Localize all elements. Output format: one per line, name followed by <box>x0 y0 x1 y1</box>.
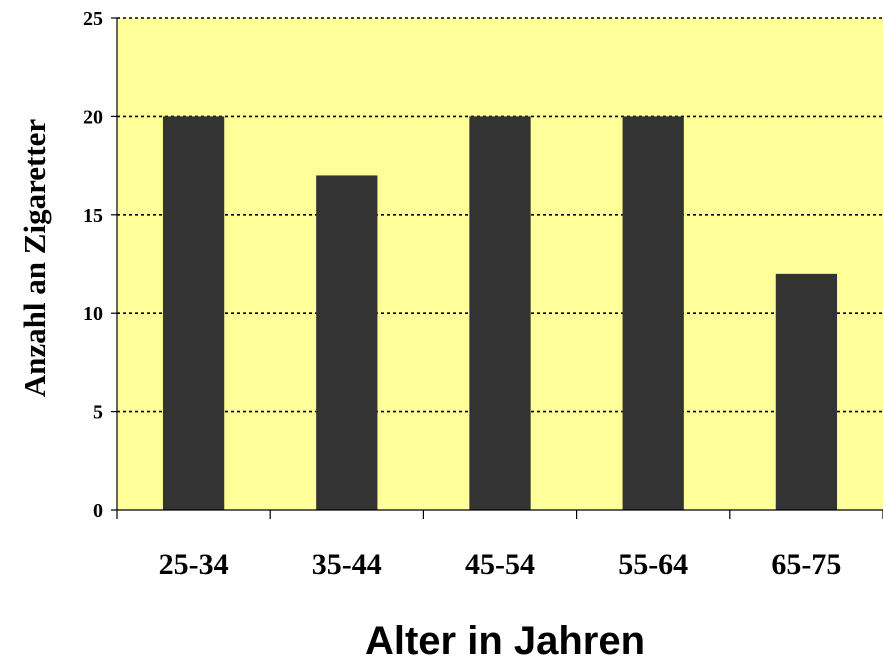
x-tick-label: 45-54 <box>465 548 535 581</box>
x-tick-label: 35-44 <box>312 548 382 581</box>
y-tick-label: 15 <box>83 205 103 227</box>
x-axis-title: Alter in Jahren <box>365 619 645 663</box>
x-tick-label: 25-34 <box>159 548 229 581</box>
y-tick-label: 10 <box>83 303 103 325</box>
y-tick-labels: 0 5 10 15 20 25 <box>83 8 103 522</box>
y-axis-title: Anzahl an Zigaretter <box>17 119 52 398</box>
gridlines <box>111 17 883 511</box>
y-tick-label: 5 <box>93 402 103 424</box>
x-tick-labels: 25-34 35-44 45-54 55-64 65-75 <box>159 548 842 581</box>
bar-35-44 <box>316 175 378 510</box>
y-tick-label: 25 <box>83 8 103 30</box>
bar-25-34 <box>162 116 225 511</box>
axes <box>116 18 883 519</box>
bar-45-54 <box>469 116 531 511</box>
y-tick-label: 20 <box>83 106 103 128</box>
x-tick-label: 55-64 <box>618 548 688 581</box>
bars <box>162 116 838 511</box>
bar-65-75 <box>775 273 838 510</box>
bar-55-64 <box>622 116 684 511</box>
y-tick-label: 0 <box>93 500 103 522</box>
x-tick-label: 65-75 <box>771 548 841 581</box>
